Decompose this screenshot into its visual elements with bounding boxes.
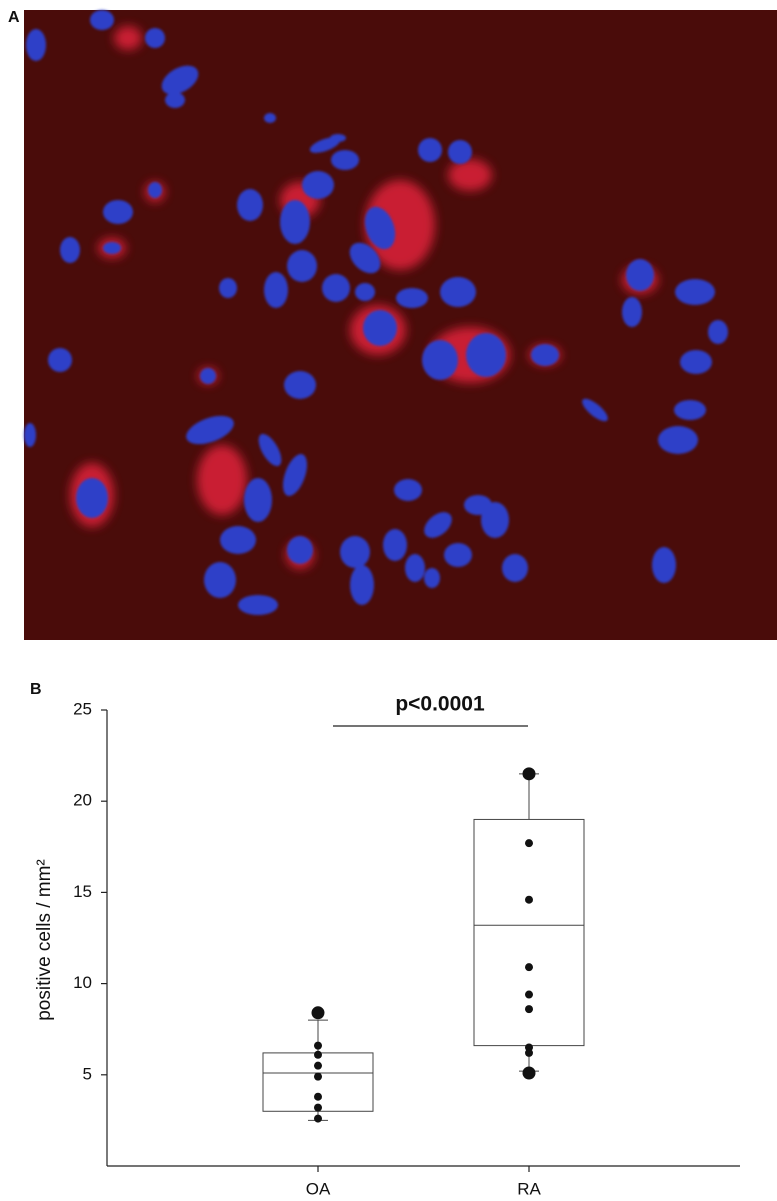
micrograph	[24, 10, 777, 640]
y-tick-label: 5	[83, 1064, 92, 1083]
data-point	[314, 1103, 322, 1112]
y-tick-label: 10	[73, 973, 92, 992]
y-tick-label: 25	[73, 699, 92, 718]
data-point	[525, 963, 533, 972]
data-point	[314, 1061, 322, 1070]
data-point	[525, 1048, 533, 1057]
y-tick-label: 20	[73, 791, 92, 810]
data-point	[314, 1050, 322, 1059]
outlier	[522, 767, 536, 781]
data-point	[525, 1005, 533, 1014]
annotation: p<0.0001	[395, 693, 485, 716]
y-axis-label: positive cells / mm²	[34, 859, 55, 1021]
data-point	[314, 1041, 322, 1050]
data-point	[525, 895, 533, 904]
panel-label: A	[8, 9, 20, 26]
x-tick-label: RA	[517, 1179, 541, 1198]
data-point	[525, 839, 533, 848]
y-tick-label: 15	[73, 882, 92, 901]
data-point	[314, 1114, 322, 1123]
data-point	[525, 990, 533, 999]
data-point	[314, 1092, 322, 1101]
outlier	[311, 1006, 325, 1020]
box	[262, 1052, 374, 1112]
data-point	[314, 1072, 322, 1081]
panel-label: B	[30, 681, 42, 698]
x-tick-label: OA	[306, 1179, 331, 1198]
data-point	[525, 1043, 533, 1052]
outlier	[522, 1066, 536, 1080]
